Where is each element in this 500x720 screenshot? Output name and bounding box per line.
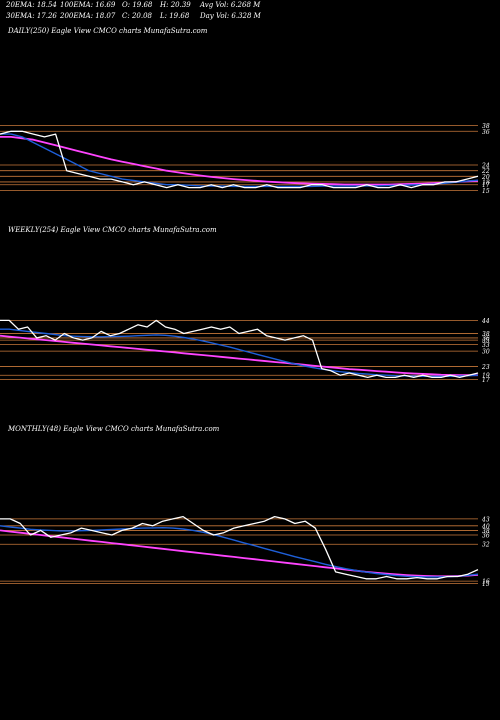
level-label: 16 [482, 579, 490, 586]
level-label: 15 [482, 188, 490, 195]
ema30-readout: 30EMA: 17.26 [6, 12, 57, 20]
level-label: 38 [482, 528, 490, 535]
monthly-panel-title: MONTHLY(48) Eagle View CMCO charts Munaf… [8, 425, 220, 433]
ema-fast-line [0, 525, 479, 578]
level-label: 17 [482, 377, 490, 384]
ema-slow-line [0, 334, 478, 377]
close-readout: C: 20.08 [122, 12, 152, 20]
ema20-readout: 20EMA: 18.54 [6, 1, 57, 9]
level-label: 35 [482, 338, 490, 345]
open-readout: O: 19.68 [122, 1, 153, 9]
ema-slow-line [0, 135, 479, 186]
level-label: 36 [482, 335, 490, 342]
high-readout: H: 20.39 [160, 1, 191, 9]
level-label: 30 [482, 349, 490, 356]
weekly-panel-title: WEEKLY(254) Eagle View CMCO charts Munaf… [8, 226, 217, 234]
level-label: 36 [482, 533, 490, 540]
level-label: 43 [481, 516, 490, 523]
price-line [0, 130, 479, 189]
ema100-readout: 100EMA: 16.69 [60, 1, 116, 9]
level-label: 15 [482, 581, 490, 588]
level-label: 20 [481, 174, 490, 181]
level-label: 17 [482, 182, 490, 189]
level-label: 36 [482, 129, 490, 136]
level-label: 32 [482, 542, 490, 549]
avg-vol-readout: Avg Vol: 6.268 M [200, 1, 261, 9]
level-label: 23 [481, 364, 490, 371]
ema-fast-line [0, 328, 479, 377]
level-label: 44 [481, 318, 490, 325]
ema-slow-line [0, 529, 479, 578]
price-line [0, 319, 479, 379]
level-label: 18 [482, 179, 490, 186]
level-label: 19 [482, 373, 490, 380]
ema200-readout: 200EMA: 18.07 [60, 12, 116, 20]
level-label: 33 [482, 342, 490, 349]
day-vol-readout: Day Vol: 6.328 M [200, 12, 261, 20]
low-readout: L: 19.68 [160, 12, 190, 20]
level-label: 38 [482, 123, 490, 130]
level-label: 40 [481, 523, 490, 530]
ema-fast-line [0, 133, 479, 188]
level-label: 24 [481, 163, 490, 170]
level-label: 22 [481, 168, 490, 175]
level-label: 38 [482, 331, 490, 338]
price-line [0, 515, 479, 580]
daily-panel-title: DAILY(250) Eagle View CMCO charts Munafa… [8, 27, 208, 35]
